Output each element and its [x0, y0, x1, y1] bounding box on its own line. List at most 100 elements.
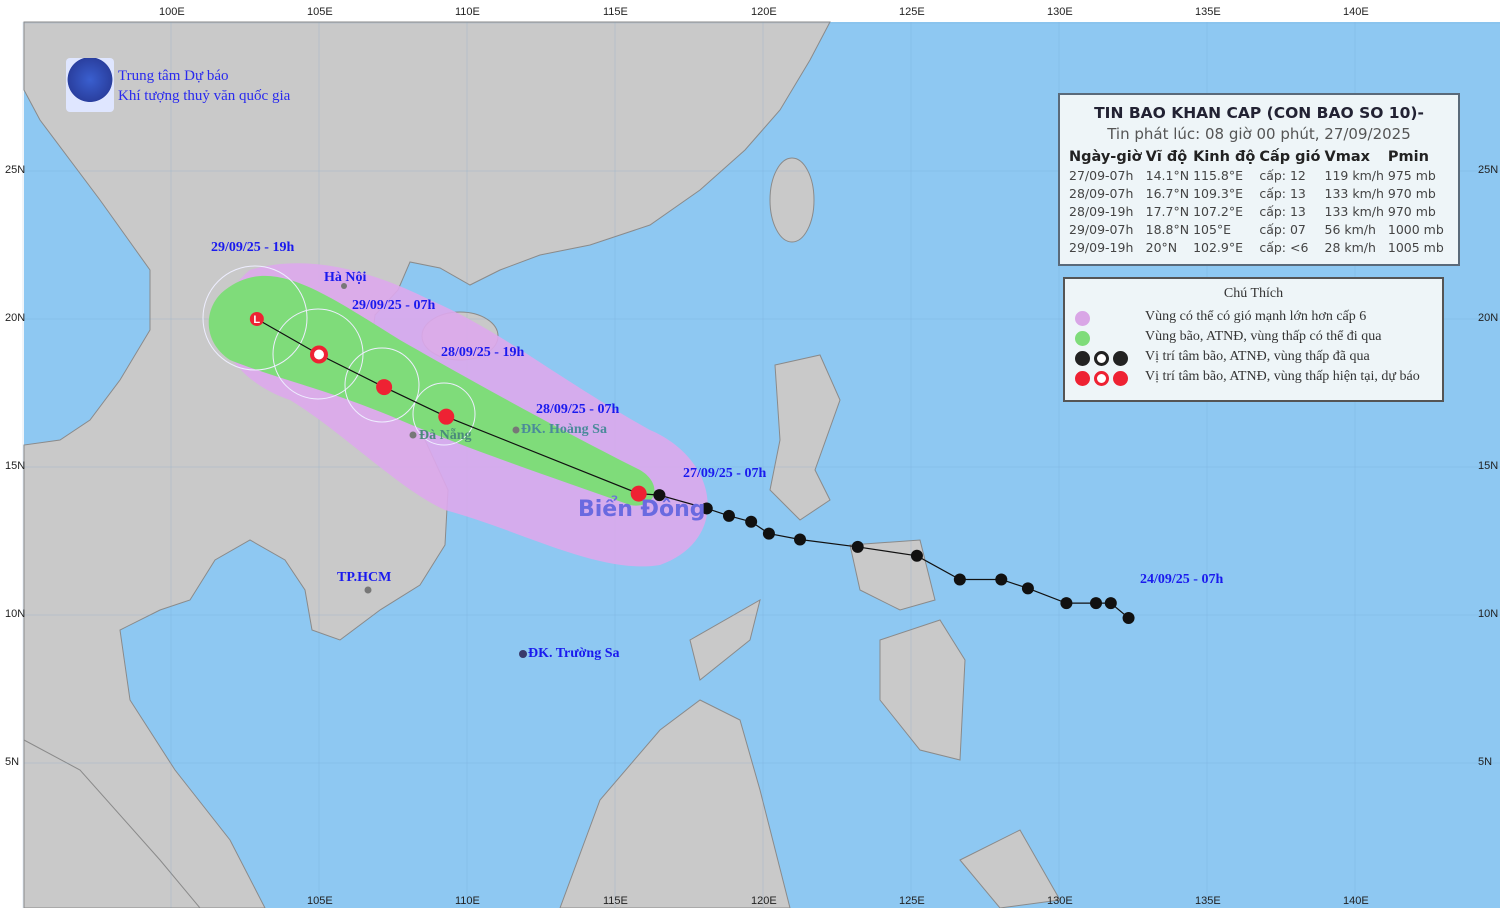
axis-tick: 5N [1478, 756, 1493, 768]
column-header: Vmax [1324, 149, 1370, 165]
label-truongsa: ĐK. Trường Sa [528, 646, 620, 661]
axis-tick: 130E [1047, 895, 1073, 907]
column-header: Vĩ độ [1145, 149, 1188, 165]
bulletin-title: TIN BAO KHAN CAP (CON BAO SO 10)- [1094, 104, 1424, 122]
table-cell: 14.1°N [1145, 168, 1190, 183]
storm-icon [438, 408, 455, 425]
past-storm-icon [653, 489, 666, 502]
past-storm-icon [1021, 582, 1034, 595]
table-cell: 105°E [1193, 222, 1232, 237]
past-storm-icon [762, 527, 775, 540]
axis-tick: 10N [5, 608, 26, 620]
axis-tick: 20N [5, 312, 26, 324]
table-cell: 133 km/h [1324, 186, 1384, 201]
axis-tick: 25N [5, 164, 26, 176]
label-hoangsa: ĐK. Hoàng Sa [521, 422, 607, 437]
green-dot-icon [1075, 331, 1090, 347]
past-storm-icon [1060, 597, 1073, 610]
table-cell: cấp: 12 [1259, 168, 1306, 183]
axis-tick: 100E [159, 6, 185, 18]
bulletin-issued: Tin phát lúc: 08 giờ 00 phút, 27/09/2025 [1107, 125, 1411, 143]
table-cell: 18.8°N [1145, 222, 1190, 237]
storm-icon [630, 485, 647, 502]
storm-zone [208, 275, 655, 506]
bulletin-box: TIN BAO KHAN CAP (CON BAO SO 10)- Tin ph… [1058, 93, 1460, 266]
past-storm-icon [851, 540, 864, 553]
column-header: Ngày-giờ [1069, 149, 1142, 165]
axis-tick: 120E [751, 895, 777, 907]
logo-emblem [66, 58, 114, 112]
table-cell: 28/09-19h [1069, 204, 1134, 219]
table-cell: 119 km/h [1324, 168, 1384, 183]
low-icon [249, 312, 264, 326]
table-cell: 1000 mb [1387, 222, 1444, 237]
axis-tick: 125E [899, 6, 925, 18]
table-cell: 28/09-07h [1069, 186, 1134, 201]
forecast-symbols-icon [1075, 371, 1135, 387]
past-storm-icon [1122, 611, 1135, 624]
table-row: 28/09-07h 16.7°N 109.3°E cấp: 13 133 km/h 970… [1069, 185, 1448, 203]
table-cell: cấp: 13 [1259, 204, 1306, 219]
table-cell: 107.2°E [1193, 204, 1244, 219]
past-storm-icon [910, 549, 923, 562]
axis-tick: 10N [1478, 608, 1499, 620]
table-cell: 20°N [1145, 240, 1178, 255]
axis-tick: 135E [1195, 895, 1221, 907]
label-hanoi: Hà Nội [324, 270, 367, 285]
table-cell: 970 mb [1387, 186, 1436, 201]
column-header: Cấp gió [1259, 149, 1321, 165]
table-row: 27/09-07h 14.1°N 115.8°E cấp: 12 119 km/h 975… [1069, 167, 1448, 185]
forecast-table: Ngày-giờ Vĩ độ Kinh độ Cấp gió Vmax Pmin 27/0… [1069, 149, 1448, 257]
table-cell: 115.8°E [1193, 168, 1244, 183]
table-cell: 27/09-07h [1069, 168, 1134, 183]
axis-tick: 125E [899, 895, 925, 907]
table-row: 28/09-19h 17.7°N 107.2°E cấp: 13 133 km/h 970… [1069, 203, 1448, 221]
past-storm-icon [995, 573, 1008, 586]
table-row: 29/09-19h 20°N 102.9°E cấp: <6 28 km/h 1005 m… [1069, 239, 1448, 257]
past-storm-icon [1090, 597, 1102, 610]
axis-tick: 135E [1195, 6, 1221, 18]
table-cell: 29/09-07h [1069, 222, 1134, 237]
table-cell: cấp: <6 [1259, 240, 1309, 255]
label-2409-07h: 24/09/25 - 07h [1140, 572, 1224, 587]
axis-tick: 130E [1047, 6, 1073, 18]
low-letter: L [253, 314, 260, 326]
table-cell: cấp: 13 [1259, 186, 1306, 201]
legend-title: Chú Thích [1223, 286, 1284, 301]
label-hcm: TP.HCM [337, 570, 392, 585]
legend: Chú Thích Vùng có thể có gió mạnh lớn hơ… [1063, 277, 1444, 402]
label-2909-19h: 29/09/25 - 19h [211, 240, 295, 255]
table-cell: 56 km/h [1324, 222, 1376, 237]
table-cell: 28 km/h [1324, 240, 1376, 255]
column-header: Pmin [1387, 149, 1429, 165]
axis-tick: 140E [1343, 895, 1369, 907]
depression-icon [310, 345, 328, 364]
label-2809-19h: 28/09/25 - 19h [441, 345, 525, 360]
label-danang: Đà Nẵng [419, 428, 472, 443]
axis-tick: 105E [307, 6, 333, 18]
past-storm-icon [953, 573, 966, 586]
axis-tick: 15N [1478, 460, 1499, 472]
table-cell: 133 km/h [1324, 204, 1384, 219]
place-markers [341, 283, 527, 658]
axis-tick: 115E [603, 6, 628, 18]
axis-tick: 115E [603, 895, 628, 907]
storm-icon [376, 379, 393, 396]
axis-tick: 25N [1478, 164, 1499, 176]
table-cell: 109.3°E [1193, 186, 1244, 201]
axis-tick: 120E [751, 6, 777, 18]
table-cell: 17.7°N [1145, 204, 1190, 219]
past-symbols-icon [1075, 351, 1135, 367]
table-cell: cấp: 07 [1259, 222, 1306, 237]
table-cell: 29/09-19h [1069, 240, 1134, 255]
axis-tick: 5N [5, 756, 20, 768]
label-2909-07h: 29/09/25 - 07h [352, 298, 436, 313]
axis-tick: 140E [1343, 6, 1369, 18]
label-2709-07h: 27/09/25 - 07h [683, 466, 767, 481]
pink-dot-icon [1075, 311, 1090, 327]
table-cell: 970 mb [1387, 204, 1436, 219]
table-row: 29/09-07h 18.8°N 105°E cấp: 07 56 km/h 1000 m… [1069, 221, 1448, 239]
track-line [256, 318, 1129, 619]
table-cell: 102.9°E [1193, 240, 1244, 255]
table-cell: 975 mb [1387, 168, 1436, 183]
